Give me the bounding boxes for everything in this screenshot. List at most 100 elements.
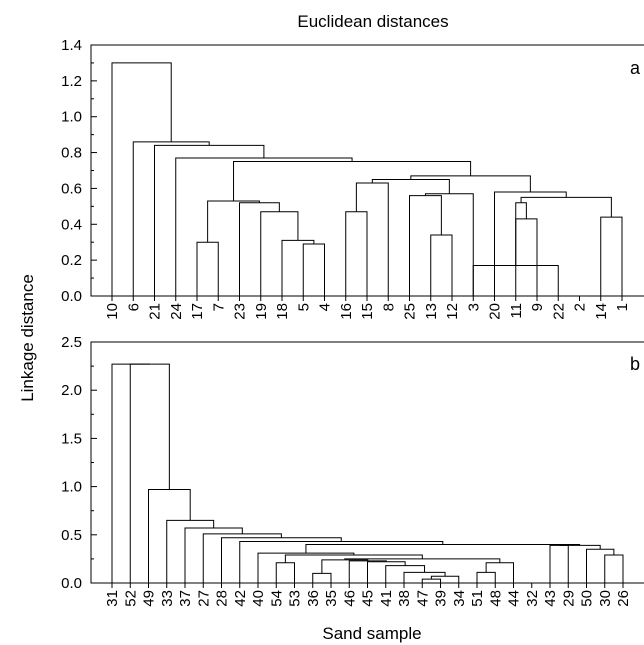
panel-b-link <box>604 554 624 583</box>
panel-b-leaf-label: 33 <box>159 590 176 607</box>
panel-b-link <box>129 363 170 583</box>
panel-a-leaf-label: 15 <box>359 303 376 320</box>
panel-a-link <box>196 241 219 296</box>
panel-a-y-tick-label: 0.8 <box>61 145 82 162</box>
panel-a-leaf-label: 25 <box>402 303 419 320</box>
panel-a-link <box>424 193 474 296</box>
panel-b-link <box>385 565 426 583</box>
panel-b-leaf-label: 36 <box>305 590 322 607</box>
panel-a-leaf-label: 3 <box>465 303 482 311</box>
panel-b-link <box>476 571 496 583</box>
panel-b-leaf-label: 40 <box>250 590 267 607</box>
panel-b-link <box>239 541 444 583</box>
panel-b-leaf-label: 41 <box>378 590 395 607</box>
panel-a-leaf-label: 12 <box>444 303 461 320</box>
panel-a-link <box>233 161 472 201</box>
panel-a-link <box>494 191 567 296</box>
panel-b-leaf-label: 42 <box>232 590 249 607</box>
panel-a-link <box>132 141 210 296</box>
panel-a-link <box>430 234 453 296</box>
panel-a-link <box>345 211 368 296</box>
panel-b-leaf-label: 48 <box>487 590 504 607</box>
panel-b-leaf-label: 49 <box>141 590 158 607</box>
panel-b-link <box>586 548 615 583</box>
panel-a-leaf-label: 17 <box>189 303 206 320</box>
panel-a-leaf-label: 18 <box>274 303 291 320</box>
x-axis-title: Sand sample <box>322 624 421 643</box>
panel-b-link <box>305 543 581 554</box>
panel-a-leaf-label: 21 <box>147 303 164 320</box>
panel-a-y-tick-label: 0.4 <box>61 216 82 233</box>
panel-a-leaf-label: 22 <box>550 303 567 320</box>
panel-b-link <box>312 572 332 583</box>
panel-b-y-tick-label: 1.5 <box>61 430 82 447</box>
panel-b-link <box>367 561 406 583</box>
panel-a-leaf-label: 20 <box>487 303 504 320</box>
panel-b-link <box>559 544 601 550</box>
panel-b-leaf-label: 30 <box>597 590 614 607</box>
panel-b-leaf-label: 29 <box>560 590 577 607</box>
panel-a-link <box>520 196 612 218</box>
panel-a-leaf-label: 5 <box>295 303 312 311</box>
panel-a-leaf-label: 8 <box>380 303 397 311</box>
panel-b-leaf-label: 34 <box>451 590 468 607</box>
panel-a-link <box>409 195 442 296</box>
panel-b-label: b <box>630 354 640 374</box>
panel-a-leaf-label: 11 <box>508 303 525 319</box>
panel-a-link <box>515 218 538 296</box>
panel-a-label: a <box>630 58 641 78</box>
panel-a-link <box>239 202 280 296</box>
panel-a-link <box>154 144 265 296</box>
panel-a-leaf-label: 19 <box>253 303 270 320</box>
panel-b-leaf-label: 35 <box>323 590 340 607</box>
panel-a-leaf-label: 13 <box>423 303 440 320</box>
panel-a-leaf-label: 10 <box>104 303 121 320</box>
panel-b-leaf-label: 39 <box>433 590 450 607</box>
panel-b-leaf-label: 46 <box>341 590 358 607</box>
panel-a-link <box>175 157 353 296</box>
panel-b-y-tick-label: 0.0 <box>61 575 82 592</box>
panel-b-leaf-label: 47 <box>414 590 431 607</box>
panel-a-leaf-label: 24 <box>168 303 185 320</box>
panel-a-y-tick-label: 1.0 <box>61 109 82 126</box>
panel-a-link <box>410 175 531 193</box>
panel-a-y-tick-label: 0.2 <box>61 252 82 269</box>
panel-b-y-tick-label: 0.5 <box>61 527 82 544</box>
panel-a-link <box>355 182 389 296</box>
panel-a-leaf-label: 7 <box>210 303 227 311</box>
panel-b-leaf-label: 27 <box>195 590 212 607</box>
panel-b-leaf-label: 51 <box>469 590 486 607</box>
panel-b-link <box>166 519 215 583</box>
panel-a-y-tick-label: 1.2 <box>61 73 82 90</box>
panel-a-link <box>207 200 260 243</box>
panel-a-leaf-label: 1 <box>614 303 631 311</box>
panel-b-link <box>111 363 150 583</box>
panel-b-frame <box>90 341 644 584</box>
panel-a-leaf-label: 14 <box>593 303 610 320</box>
panel-a-link <box>111 62 172 296</box>
chart-title: Euclidean distances <box>297 12 448 31</box>
panel-b-leaf-label: 32 <box>524 590 541 607</box>
panel-b-y-tick-label: 2.5 <box>61 334 82 351</box>
panel-a-link <box>371 178 450 194</box>
panel-a-link <box>302 243 325 296</box>
panel-b-link <box>421 578 441 583</box>
panel-a-link <box>515 202 527 296</box>
panel-a-leaf-label: 6 <box>125 303 142 311</box>
panel-b-leaf-label: 37 <box>177 590 194 607</box>
panel-a-link <box>600 216 623 296</box>
panel-a-leaf-label: 9 <box>529 303 546 311</box>
panel-b-link <box>321 559 369 574</box>
panel-b-link <box>403 571 446 583</box>
panel-a-y-tick-label: 0.0 <box>61 288 82 305</box>
panel-a-link <box>281 239 315 296</box>
panel-a-leaf-label: 16 <box>338 303 355 320</box>
panel-b-link <box>257 552 355 583</box>
panel-b-link <box>549 544 569 583</box>
panel-b-y-tick-label: 2.0 <box>61 382 82 399</box>
panel-b-leaf-label: 52 <box>122 590 139 607</box>
panel-b-leaf-label: 43 <box>542 590 559 607</box>
